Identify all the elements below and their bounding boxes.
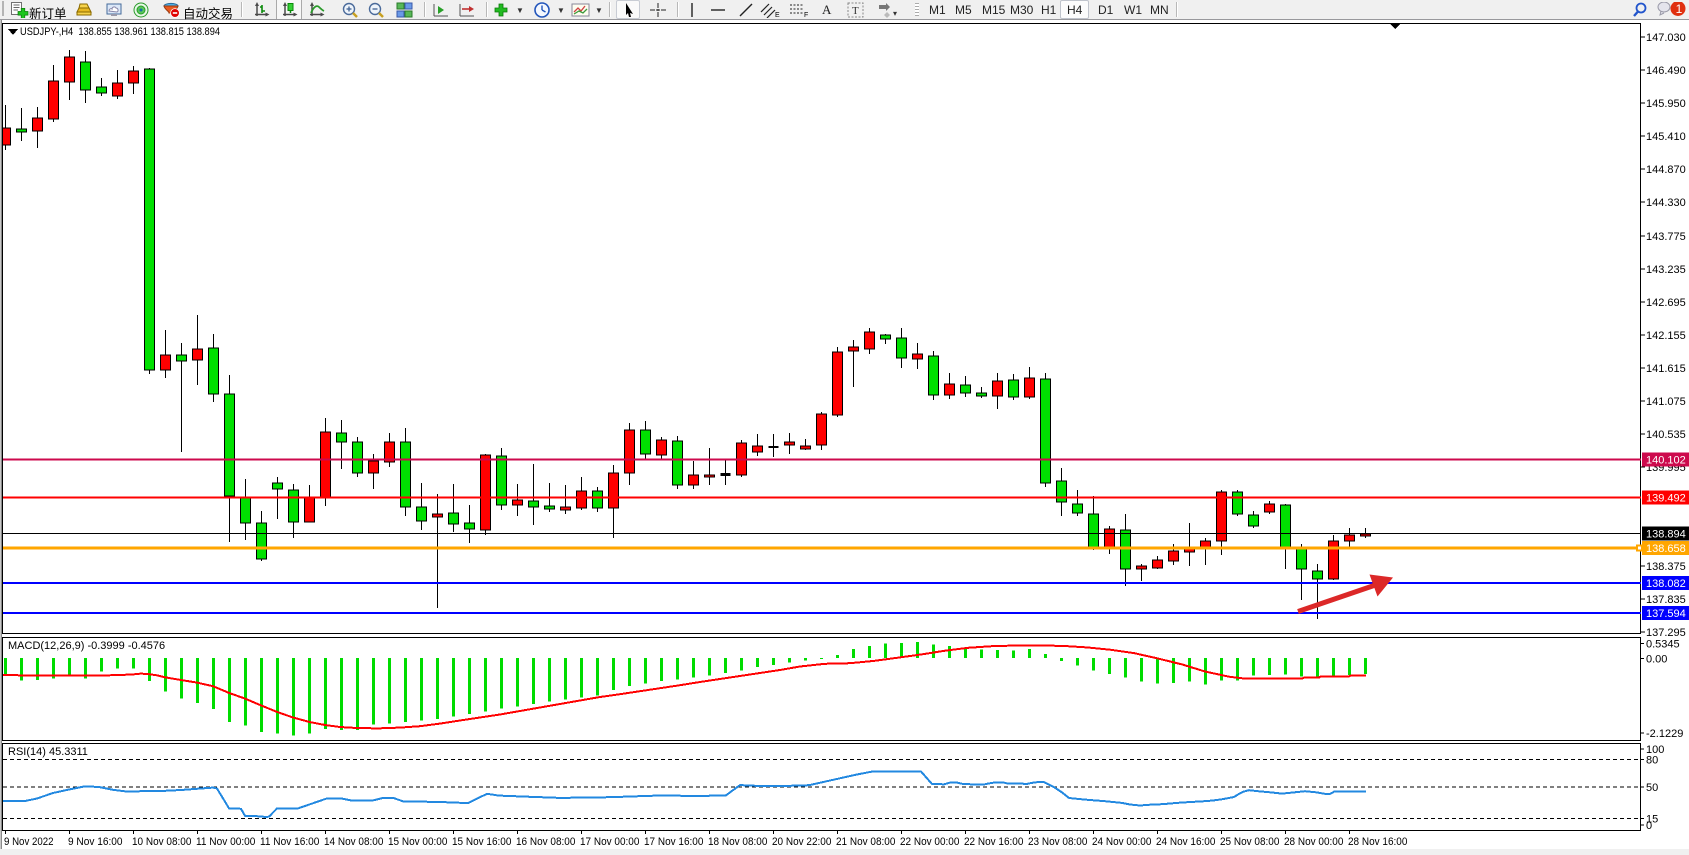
svg-text:138.082: 138.082 <box>1646 578 1686 590</box>
svg-text:15 Nov 16:00: 15 Nov 16:00 <box>452 836 511 848</box>
svg-text:USDJPY-,H4 138.855 138.961 13: USDJPY-,H4 138.855 138.961 138.815 138.8… <box>20 26 220 38</box>
svg-text:141.615: 141.615 <box>1646 363 1686 375</box>
svg-text:139.492: 139.492 <box>1646 492 1686 504</box>
svg-text:17 Nov 00:00: 17 Nov 00:00 <box>580 836 639 848</box>
svg-text:28 Nov 00:00: 28 Nov 00:00 <box>1284 836 1343 848</box>
svg-text:F: F <box>804 12 808 18</box>
svg-text:137.594: 137.594 <box>1646 608 1686 620</box>
svg-text:23 Nov 08:00: 23 Nov 08:00 <box>1028 836 1087 848</box>
svg-text:24 Nov 16:00: 24 Nov 16:00 <box>1156 836 1215 848</box>
svg-text:137.835: 137.835 <box>1646 594 1686 606</box>
svg-text:28 Nov 16:00: 28 Nov 16:00 <box>1348 836 1407 848</box>
svg-text:20 Nov 22:00: 20 Nov 22:00 <box>772 836 831 848</box>
svg-text:17 Nov 16:00: 17 Nov 16:00 <box>644 836 703 848</box>
svg-text:143.775: 143.775 <box>1646 231 1686 243</box>
svg-text:11 Nov 16:00: 11 Nov 16:00 <box>260 836 319 848</box>
svg-text:80: 80 <box>1646 755 1658 767</box>
svg-text:9 Nov 2022: 9 Nov 2022 <box>4 836 54 848</box>
svg-text:140.102: 140.102 <box>1646 455 1686 467</box>
svg-text:0: 0 <box>1646 820 1652 832</box>
svg-text:18 Nov 08:00: 18 Nov 08:00 <box>708 836 767 848</box>
svg-text:14 Nov 08:00: 14 Nov 08:00 <box>324 836 383 848</box>
svg-text:9 Nov 16:00: 9 Nov 16:00 <box>68 836 123 848</box>
svg-text:50: 50 <box>1646 782 1658 794</box>
svg-text:138.894: 138.894 <box>1646 528 1686 540</box>
svg-text:137.295: 137.295 <box>1646 627 1686 639</box>
svg-text:E: E <box>775 12 780 18</box>
svg-text:144.330: 144.330 <box>1646 197 1686 209</box>
svg-text:146.490: 146.490 <box>1646 65 1686 77</box>
svg-text:RSI(14) 45.3311: RSI(14) 45.3311 <box>8 746 88 758</box>
svg-text:0.00: 0.00 <box>1646 654 1667 666</box>
svg-text:0.5345: 0.5345 <box>1646 639 1680 651</box>
svg-text:144.870: 144.870 <box>1646 164 1686 176</box>
svg-text:22 Nov 16:00: 22 Nov 16:00 <box>964 836 1023 848</box>
svg-text:▾: ▾ <box>893 9 897 18</box>
svg-text:1: 1 <box>1676 2 1683 16</box>
svg-text:22 Nov 00:00: 22 Nov 00:00 <box>900 836 959 848</box>
svg-text:15 Nov 00:00: 15 Nov 00:00 <box>388 836 447 848</box>
svg-text:11 Nov 00:00: 11 Nov 00:00 <box>196 836 255 848</box>
svg-text:147.030: 147.030 <box>1646 32 1686 44</box>
svg-text:138.375: 138.375 <box>1646 561 1686 573</box>
svg-text:138.658: 138.658 <box>1646 543 1686 555</box>
svg-text:16 Nov 08:00: 16 Nov 08:00 <box>516 836 575 848</box>
svg-text:143.235: 143.235 <box>1646 264 1686 276</box>
svg-text:100: 100 <box>1646 744 1664 756</box>
svg-text:15: 15 <box>1646 814 1658 826</box>
svg-text:T: T <box>852 5 859 17</box>
svg-text:-2.1229: -2.1229 <box>1646 728 1683 740</box>
svg-text:MACD(12,26,9) -0.3999 -0.4576: MACD(12,26,9) -0.3999 -0.4576 <box>8 640 165 652</box>
svg-text:142.695: 142.695 <box>1646 297 1686 309</box>
svg-text:10 Nov 08:00: 10 Nov 08:00 <box>132 836 191 848</box>
svg-text:145.950: 145.950 <box>1646 98 1686 110</box>
svg-text:142.155: 142.155 <box>1646 330 1686 342</box>
svg-text:24 Nov 00:00: 24 Nov 00:00 <box>1092 836 1151 848</box>
svg-text:141.075: 141.075 <box>1646 396 1686 408</box>
svg-text:145.410: 145.410 <box>1646 131 1686 143</box>
svg-text:21 Nov 08:00: 21 Nov 08:00 <box>836 836 895 848</box>
svg-text:25 Nov 08:00: 25 Nov 08:00 <box>1220 836 1279 848</box>
svg-text:140.535: 140.535 <box>1646 429 1686 441</box>
